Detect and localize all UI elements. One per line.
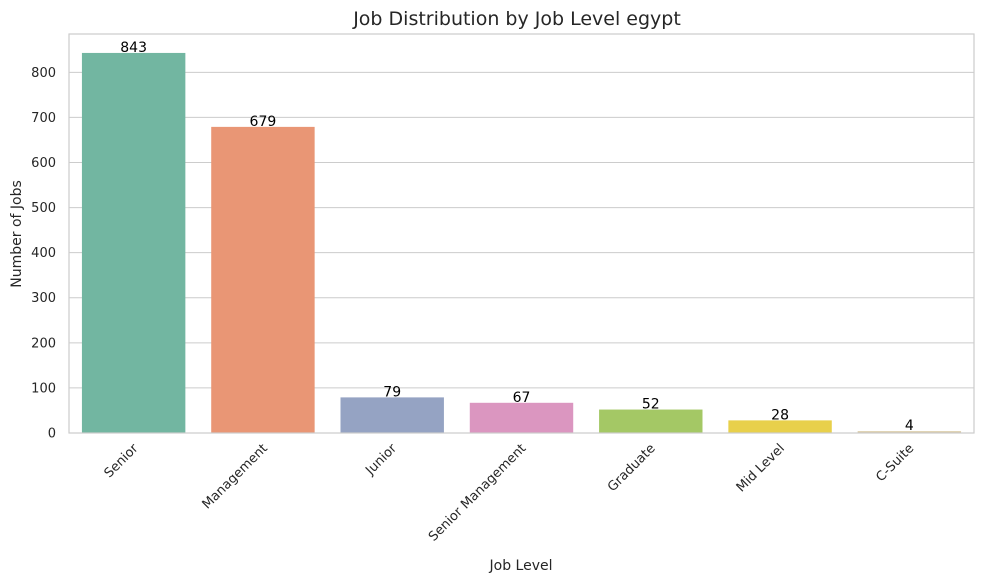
gridlines — [69, 71, 974, 434]
bar — [340, 397, 444, 433]
bar — [469, 402, 574, 433]
y-tick-label: 100 — [31, 381, 56, 396]
bar-value-label: 4 — [905, 418, 914, 434]
y-axis-label: Number of Jobs — [9, 180, 25, 288]
y-axis-ticks: 0 100 200 300 400 500 600 700 800 — [31, 66, 56, 442]
x-tick-label: Senior — [102, 441, 142, 481]
y-tick-label: 0 — [48, 427, 56, 442]
x-tick-label: C-Suite — [873, 441, 917, 485]
y-tick-label: 700 — [31, 111, 56, 126]
chart-title: Job Distribution by Job Level egypt — [352, 8, 681, 30]
y-tick-label: 400 — [31, 246, 56, 261]
bar — [81, 52, 186, 433]
bar-value-label: 28 — [771, 407, 789, 423]
x-axis-label: Job Level — [489, 558, 553, 574]
y-tick-label: 600 — [31, 156, 56, 171]
x-tick-label: Senior Management — [426, 441, 529, 544]
bar — [599, 409, 703, 433]
bar — [728, 420, 832, 433]
bar-value-labels: 843 679 79 67 52 28 4 — [120, 40, 914, 434]
x-tick-label: Mid Level — [734, 441, 788, 495]
bar-value-label: 843 — [120, 40, 147, 56]
x-tick-label: Management — [200, 441, 271, 512]
plot-frame — [68, 33, 975, 434]
y-tick-label: 200 — [31, 336, 56, 351]
bars — [81, 52, 962, 433]
y-tick-label: 500 — [31, 201, 56, 216]
bar-value-label: 52 — [642, 397, 660, 413]
y-tick-label: 800 — [31, 66, 56, 81]
bar — [857, 431, 962, 433]
y-tick-label: 300 — [31, 291, 56, 306]
x-tick-label: Junior — [362, 441, 400, 479]
x-axis-ticks: Senior Management Junior Senior Management G… — [102, 441, 918, 545]
x-tick-label: Graduate — [605, 441, 659, 495]
bar — [211, 126, 315, 433]
bar-value-label: 79 — [383, 384, 401, 400]
bar-value-label: 67 — [513, 390, 531, 406]
bar-value-label: 679 — [250, 114, 277, 130]
